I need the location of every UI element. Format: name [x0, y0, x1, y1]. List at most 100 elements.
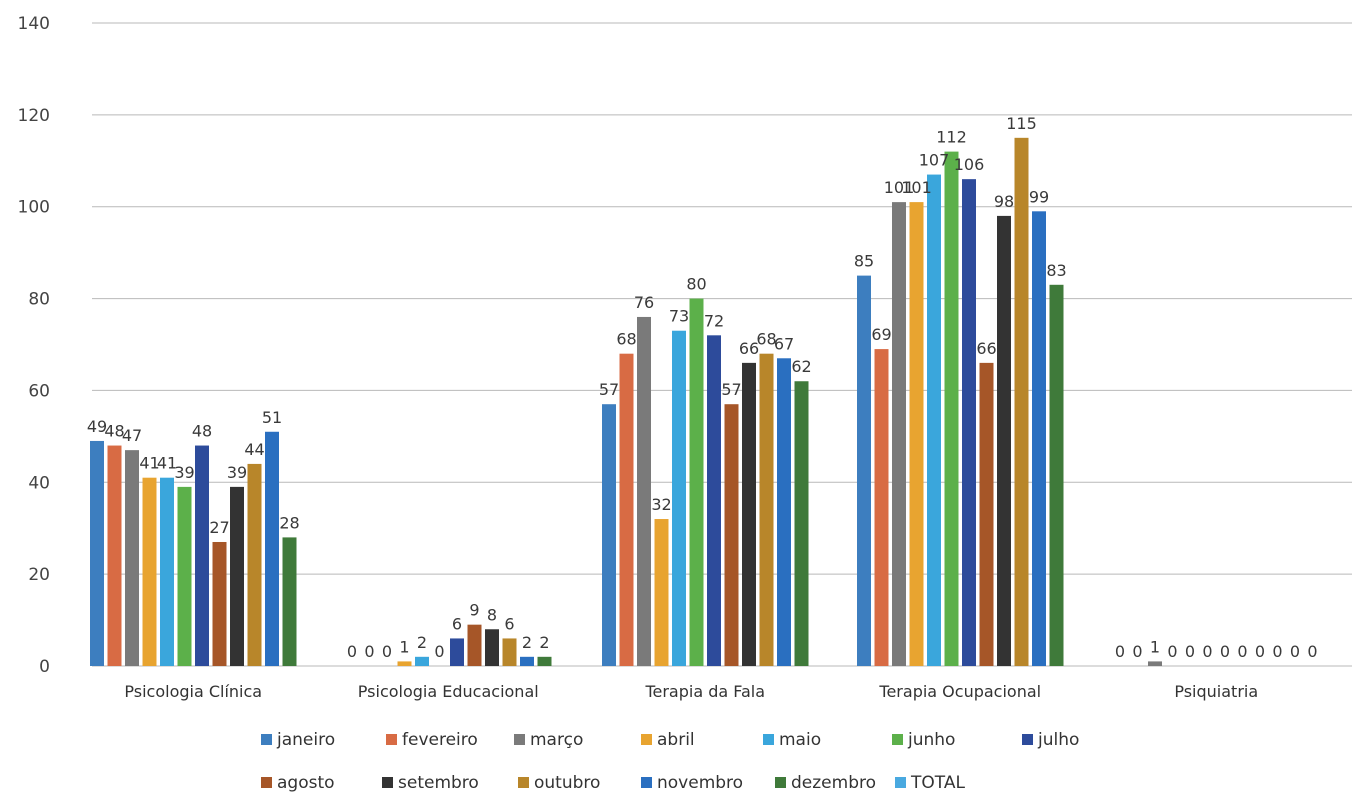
legend-swatch	[775, 777, 786, 788]
bar-psicologia-clinica-julho	[195, 445, 209, 666]
data-label: 62	[791, 357, 811, 376]
data-label: 0	[364, 642, 374, 661]
data-label: 0	[1115, 642, 1125, 661]
data-label: 72	[704, 311, 724, 330]
legend-item-dezembro: dezembro	[775, 773, 876, 793]
bar-terapia-da-fala-setembro	[742, 362, 756, 666]
data-label: 0	[1185, 642, 1195, 661]
data-label: 0	[434, 642, 444, 661]
category-label-terapia-da-fala: Terapia da Fala	[644, 682, 765, 701]
data-label: 32	[651, 495, 671, 514]
bar-terapia-da-fala-maio	[672, 330, 686, 666]
bar-terapia-da-fala-agosto	[724, 404, 739, 666]
legend-swatch	[514, 734, 525, 745]
y-axis-ticks: 0 20 40 60 80 100 120 140	[18, 14, 50, 677]
data-label: 106	[954, 155, 985, 174]
data-label: 8	[487, 605, 497, 624]
legend-item-julho: julho	[1022, 730, 1079, 750]
data-label: 48	[104, 422, 124, 441]
data-label: 6	[452, 614, 462, 633]
data-label: 0	[1202, 642, 1212, 661]
y-tick-label: 0	[39, 657, 50, 677]
bars	[90, 137, 1162, 667]
legend-label: setembro	[398, 773, 479, 793]
legend-swatch	[261, 734, 272, 745]
legend-item-novembro: novembro	[641, 773, 743, 793]
legend-label: dezembro	[791, 773, 876, 793]
data-label: 44	[244, 440, 264, 459]
data-label: 2	[417, 633, 427, 652]
y-tick-label: 40	[28, 473, 50, 493]
bar-terapia-ocupacional-abril	[909, 202, 924, 666]
category-label-terapia-ocupacional: Terapia Ocupacional	[878, 682, 1041, 701]
data-label: 0	[1237, 642, 1247, 661]
bar-terapia-ocupacional-marco	[892, 202, 906, 666]
data-label: 68	[616, 330, 636, 349]
legend: janeiro fevereiro março abril maio junho julho…	[261, 730, 1079, 793]
bar-terapia-da-fala-novembro	[777, 358, 791, 666]
bar-terapia-ocupacional-setembro	[997, 215, 1011, 666]
category-label-psicologia-clinica: Psicologia Clínica	[124, 682, 262, 701]
legend-item-marco: março	[514, 730, 583, 750]
data-label: 2	[522, 633, 532, 652]
bar-terapia-da-fala-marco	[637, 316, 651, 666]
y-tick-label: 60	[28, 381, 50, 401]
bar-psicologia-educacional-julho	[450, 638, 464, 666]
bar-terapia-da-fala-junho	[689, 298, 704, 666]
legend-swatch	[382, 777, 393, 788]
data-label: 57	[721, 380, 741, 399]
data-label: 76	[634, 293, 654, 312]
data-label: 2	[539, 633, 549, 652]
data-label: 48	[192, 422, 212, 441]
bar-terapia-da-fala-abril	[654, 519, 669, 666]
bar-psicologia-educacional-agosto	[467, 624, 482, 666]
data-label: 0	[1272, 642, 1282, 661]
data-label: 67	[774, 334, 794, 353]
legend-label: novembro	[657, 773, 743, 793]
legend-label: junho	[907, 730, 955, 750]
data-label: 47	[122, 426, 142, 445]
data-label: 51	[262, 408, 282, 427]
data-label: 41	[139, 454, 159, 473]
y-tick-label: 140	[18, 14, 50, 34]
data-label: 73	[669, 307, 689, 326]
data-label: 41	[157, 454, 177, 473]
bar-terapia-ocupacional-novembro	[1032, 211, 1046, 667]
legend-item-total: TOTAL	[895, 773, 965, 793]
data-label: 66	[976, 339, 996, 358]
bar-terapia-da-fala-fevereiro	[619, 353, 634, 666]
data-label: 0	[347, 642, 357, 661]
legend-item-janeiro: janeiro	[261, 730, 335, 750]
data-label: 69	[871, 325, 891, 344]
legend-swatch	[895, 777, 906, 788]
bar-psicologia-clinica-dezembro	[282, 537, 297, 666]
bar-psicologia-clinica-maio	[160, 477, 174, 666]
bar-psicologia-clinica-fevereiro	[107, 445, 122, 666]
data-label: 0	[1220, 642, 1230, 661]
data-label: 101	[901, 178, 932, 197]
bar-psicologia-clinica-marco	[125, 450, 139, 666]
legend-swatch	[261, 777, 272, 788]
bar-terapia-da-fala-outubro	[759, 353, 774, 666]
legend-item-maio: maio	[763, 730, 821, 750]
bar-terapia-da-fala-janeiro	[602, 404, 616, 666]
bar-terapia-da-fala-julho	[707, 335, 721, 666]
bar-terapia-ocupacional-maio	[927, 174, 941, 667]
legend-label: março	[530, 730, 583, 750]
data-label: 28	[279, 513, 299, 532]
data-label: 1	[399, 637, 409, 656]
data-label: 0	[1167, 642, 1177, 661]
bar-psicologia-clinica-junho	[177, 486, 192, 666]
data-label: 9	[469, 601, 479, 620]
data-label: 112	[936, 128, 967, 147]
bar-psicologia-clinica-janeiro	[90, 440, 104, 666]
bar-psicologia-educacional-abril	[397, 661, 412, 666]
data-label: 49	[87, 417, 107, 436]
category-labels: Psicologia Clínica Psicologia Educacional…	[124, 682, 1258, 701]
legend-item-junho: junho	[892, 730, 955, 750]
legend-swatch	[518, 777, 529, 788]
legend-label: abril	[657, 730, 695, 750]
bar-psicologia-clinica-outubro	[247, 463, 262, 666]
